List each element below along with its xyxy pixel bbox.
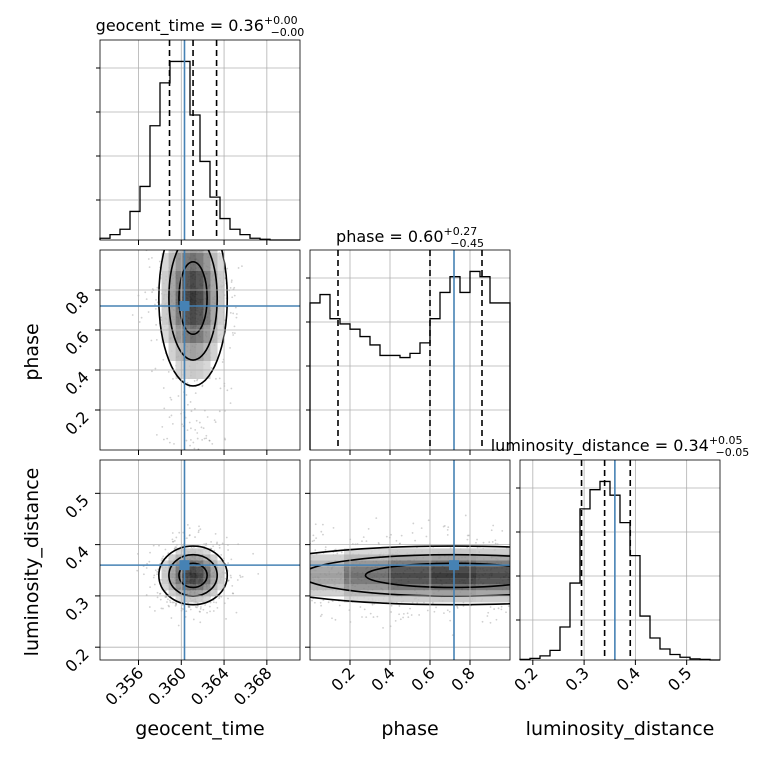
panel-frame-hist-luminosity-distance <box>519 459 721 661</box>
histogram-phase <box>309 270 511 450</box>
density-geocent-time-vs-phase <box>161 250 225 379</box>
truth-marker-geocent-time-vs-luminosity-distance <box>179 560 190 571</box>
xtick-label-hist-luminosity-distance-3: 0.5 <box>664 663 695 694</box>
ylabel-luminosity-distance: luminosity_distance <box>21 468 43 657</box>
ytick-label-geocent-time-vs-luminosity-distance-1: 0.3 <box>61 593 92 624</box>
xtick-label-phase-vs-luminosity-distance-1: 0.4 <box>367 663 398 694</box>
ytick-label-geocent-time-vs-phase-3: 0.8 <box>61 287 92 318</box>
xtick-label-phase-vs-luminosity-distance-3: 0.8 <box>447 663 478 694</box>
ytick-label-geocent-time-vs-phase-1: 0.4 <box>61 367 92 398</box>
panel-frame-geocent-time-vs-phase <box>99 249 301 451</box>
xtick-label-phase-vs-luminosity-distance-2: 0.6 <box>407 663 438 694</box>
ytick-label-geocent-time-vs-phase-2: 0.6 <box>61 327 92 358</box>
density-geocent-time-vs-luminosity-distance <box>161 548 225 603</box>
ytick-label-geocent-time-vs-luminosity-distance-3: 0.5 <box>61 491 92 522</box>
xtick-label-phase-vs-luminosity-distance-0: 0.2 <box>327 663 358 694</box>
xtick-label-geocent-time-vs-luminosity-distance-3: 0.368 <box>230 663 276 709</box>
xlabel-luminosity-distance: luminosity_distance <box>526 718 715 740</box>
xtick-label-hist-luminosity-distance-2: 0.4 <box>613 663 644 694</box>
xtick-label-geocent-time-vs-luminosity-distance-1: 0.360 <box>144 663 190 709</box>
histogram-luminosity-distance <box>519 480 720 661</box>
title-phase: phase = 0.60+0.27 −0.45 <box>336 225 484 250</box>
xtick-label-geocent-time-vs-luminosity-distance-2: 0.364 <box>187 663 233 709</box>
panel-frame-phase-vs-luminosity-distance <box>309 459 511 661</box>
ytick-label-geocent-time-vs-luminosity-distance-2: 0.4 <box>61 542 92 573</box>
histogram-geocent-time <box>99 60 300 241</box>
xtick-label-hist-luminosity-distance-0: 0.2 <box>510 663 541 694</box>
truth-marker-geocent-time-vs-phase <box>179 301 190 311</box>
panel-frame-geocent-time-vs-luminosity-distance <box>99 459 301 661</box>
contour-geocent-time-vs-phase-0 <box>178 260 208 336</box>
contour-geocent-time-vs-phase-1 <box>168 250 218 361</box>
contour-geocent-time-vs-luminosity-distance-2 <box>158 545 229 606</box>
xlabel-geocent-time: geocent_time <box>135 718 264 740</box>
title-luminosity-distance: luminosity_distance = 0.34+0.05 −0.05 <box>491 434 750 459</box>
ylabel-phase: phase <box>21 323 43 380</box>
panel-frame-hist-phase <box>309 249 511 451</box>
panel-2d-geocent-time-vs-luminosity-distance <box>136 524 260 627</box>
title-geocent-time: geocent_time = 0.36+0.00 −0.00 <box>96 14 305 39</box>
ytick-label-geocent-time-vs-phase-0: 0.2 <box>61 407 92 438</box>
truth-marker-phase-vs-luminosity-distance <box>449 560 459 571</box>
xlabel-phase: phase <box>381 718 438 740</box>
panel-frame-hist-geocent-time <box>99 39 301 241</box>
xtick-label-geocent-time-vs-luminosity-distance-0: 0.356 <box>102 663 148 709</box>
ytick-label-geocent-time-vs-luminosity-distance-0: 0.2 <box>61 645 92 676</box>
contour-geocent-time-vs-phase-2 <box>158 250 229 387</box>
contour-geocent-time-vs-luminosity-distance-0 <box>178 562 208 589</box>
xtick-label-hist-luminosity-distance-1: 0.3 <box>561 663 592 694</box>
